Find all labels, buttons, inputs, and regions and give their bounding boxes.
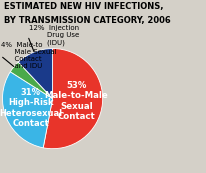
Text: ESTIMATED NEW HIV INFECTIONS,: ESTIMATED NEW HIV INFECTIONS, <box>4 2 164 11</box>
Text: 53%
Male-to-Male
Sexual
Contact: 53% Male-to-Male Sexual Contact <box>45 81 108 121</box>
Text: 12%  Injection
        Drug Use
        (IDU): 12% Injection Drug Use (IDU) <box>29 25 79 46</box>
Text: 4%  Male-to
      Male Sexual
      Contact
      and IDU: 4% Male-to Male Sexual Contact and IDU <box>1 42 57 69</box>
Text: BY TRANSMISSION CATEGORY, 2006: BY TRANSMISSION CATEGORY, 2006 <box>4 16 171 25</box>
Text: 31%
High-Risk
Heterosexual
Contact: 31% High-Risk Heterosexual Contact <box>0 88 62 128</box>
Wedge shape <box>43 48 103 149</box>
Wedge shape <box>18 48 53 99</box>
Wedge shape <box>2 72 53 148</box>
Wedge shape <box>10 62 53 99</box>
